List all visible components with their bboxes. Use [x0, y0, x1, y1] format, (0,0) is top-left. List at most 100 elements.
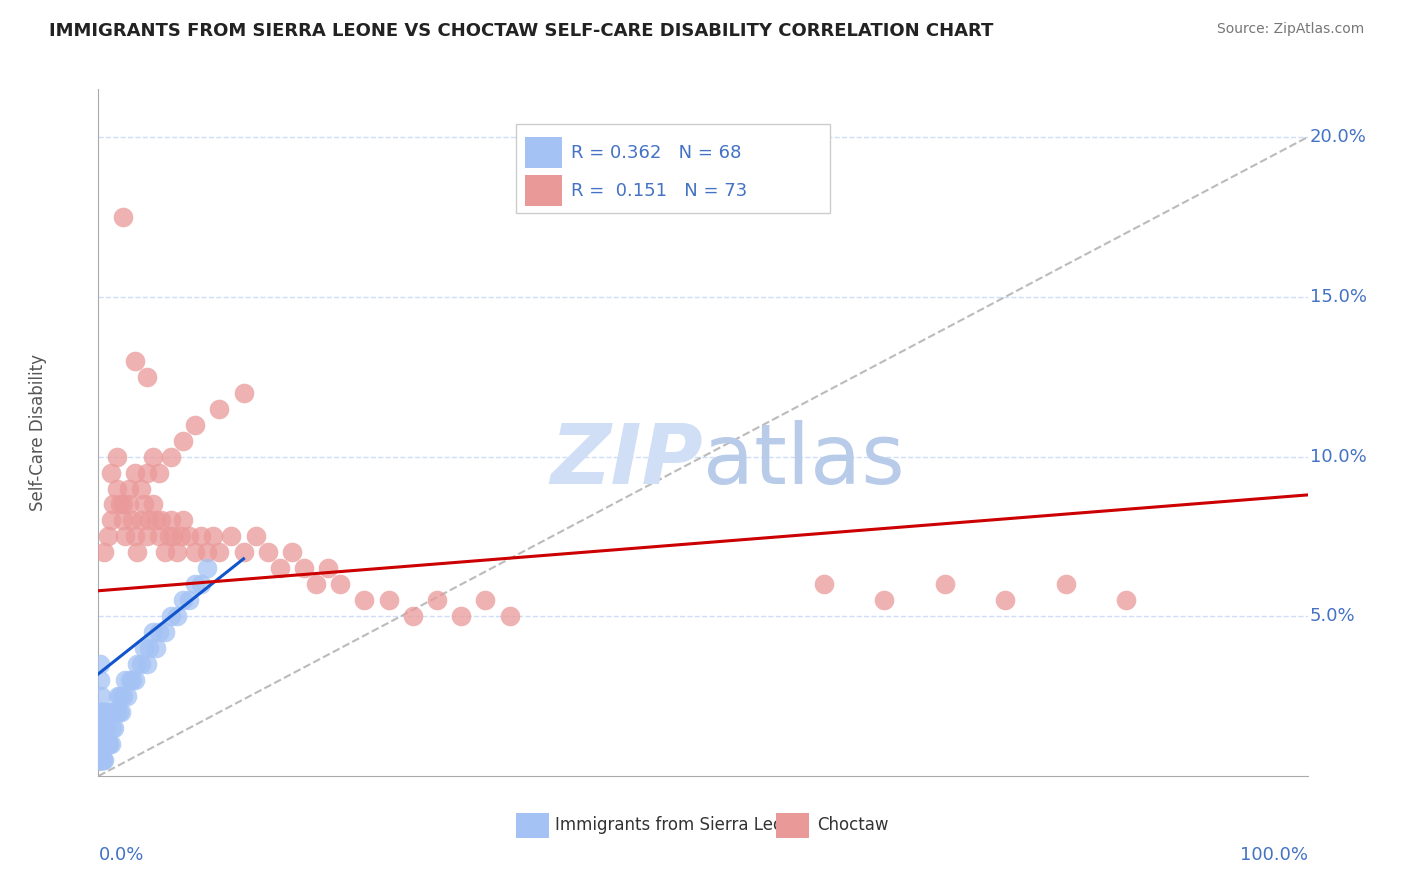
- Point: [97, 529, 120, 543]
- Point: [118, 482, 141, 496]
- Text: atlas: atlas: [703, 419, 904, 500]
- Point: [96, 705, 118, 719]
- Point: [107, 689, 129, 703]
- Point: [153, 545, 176, 559]
- Point: [105, 482, 128, 496]
- Point: [89, 753, 111, 767]
- Point: [89, 737, 111, 751]
- Text: 0.0%: 0.0%: [98, 847, 143, 864]
- Point: [426, 593, 449, 607]
- Point: [91, 705, 114, 719]
- Point: [97, 705, 120, 719]
- Point: [91, 737, 114, 751]
- Point: [89, 673, 111, 688]
- Point: [134, 641, 156, 656]
- Point: [134, 498, 156, 512]
- Point: [91, 705, 114, 719]
- Point: [142, 450, 165, 464]
- Point: [153, 625, 176, 640]
- Point: [121, 673, 143, 688]
- Point: [127, 545, 149, 559]
- Point: [111, 689, 134, 703]
- Point: [329, 577, 352, 591]
- Point: [281, 545, 304, 559]
- Point: [195, 545, 218, 559]
- Point: [93, 737, 115, 751]
- Point: [105, 705, 128, 719]
- Point: [135, 369, 157, 384]
- Point: [90, 689, 112, 703]
- Point: [89, 657, 111, 672]
- Point: [813, 577, 835, 591]
- Point: [305, 577, 328, 591]
- FancyBboxPatch shape: [776, 814, 810, 838]
- Point: [108, 705, 131, 719]
- Point: [179, 593, 201, 607]
- Point: [142, 498, 165, 512]
- Point: [138, 513, 160, 527]
- Point: [93, 545, 115, 559]
- Point: [135, 466, 157, 480]
- Point: [292, 561, 315, 575]
- Point: [202, 529, 225, 543]
- Point: [100, 737, 122, 751]
- Point: [474, 593, 496, 607]
- Point: [179, 529, 201, 543]
- Point: [97, 737, 120, 751]
- Point: [172, 593, 194, 607]
- Point: [111, 513, 134, 527]
- Text: R = 0.362   N = 68: R = 0.362 N = 68: [571, 145, 741, 162]
- Point: [162, 529, 184, 543]
- Point: [89, 753, 111, 767]
- Point: [111, 210, 134, 224]
- Point: [114, 529, 136, 543]
- Point: [402, 609, 425, 624]
- Point: [118, 673, 141, 688]
- Point: [934, 577, 956, 591]
- Point: [157, 529, 180, 543]
- Point: [90, 721, 112, 735]
- Point: [221, 529, 243, 543]
- Point: [101, 705, 124, 719]
- Point: [94, 737, 117, 751]
- Point: [103, 721, 125, 735]
- Point: [190, 577, 212, 591]
- Point: [450, 609, 472, 624]
- FancyBboxPatch shape: [526, 175, 561, 206]
- Point: [110, 705, 132, 719]
- Point: [172, 513, 194, 527]
- Point: [89, 737, 111, 751]
- Point: [166, 609, 188, 624]
- Point: [89, 753, 111, 767]
- Text: 100.0%: 100.0%: [1240, 847, 1308, 864]
- Point: [142, 625, 165, 640]
- Point: [138, 641, 160, 656]
- Point: [145, 513, 167, 527]
- Point: [129, 482, 152, 496]
- Point: [129, 513, 152, 527]
- Text: 15.0%: 15.0%: [1310, 288, 1367, 306]
- Point: [90, 737, 112, 751]
- Point: [124, 466, 146, 480]
- Point: [127, 657, 149, 672]
- Point: [124, 673, 146, 688]
- Point: [184, 577, 207, 591]
- Text: 5.0%: 5.0%: [1310, 607, 1355, 625]
- Point: [94, 721, 117, 735]
- Point: [245, 529, 267, 543]
- Point: [101, 498, 124, 512]
- Point: [135, 529, 157, 543]
- Point: [124, 353, 146, 368]
- Point: [994, 593, 1017, 607]
- Point: [232, 545, 254, 559]
- Point: [148, 466, 170, 480]
- Point: [90, 753, 112, 767]
- Text: ZIP: ZIP: [550, 419, 703, 500]
- Text: R =  0.151   N = 73: R = 0.151 N = 73: [571, 182, 748, 200]
- Point: [118, 498, 141, 512]
- Point: [160, 609, 183, 624]
- Point: [160, 450, 183, 464]
- Point: [150, 513, 173, 527]
- Text: IMMIGRANTS FROM SIERRA LEONE VS CHOCTAW SELF-CARE DISABILITY CORRELATION CHART: IMMIGRANTS FROM SIERRA LEONE VS CHOCTAW …: [49, 22, 994, 40]
- Point: [124, 529, 146, 543]
